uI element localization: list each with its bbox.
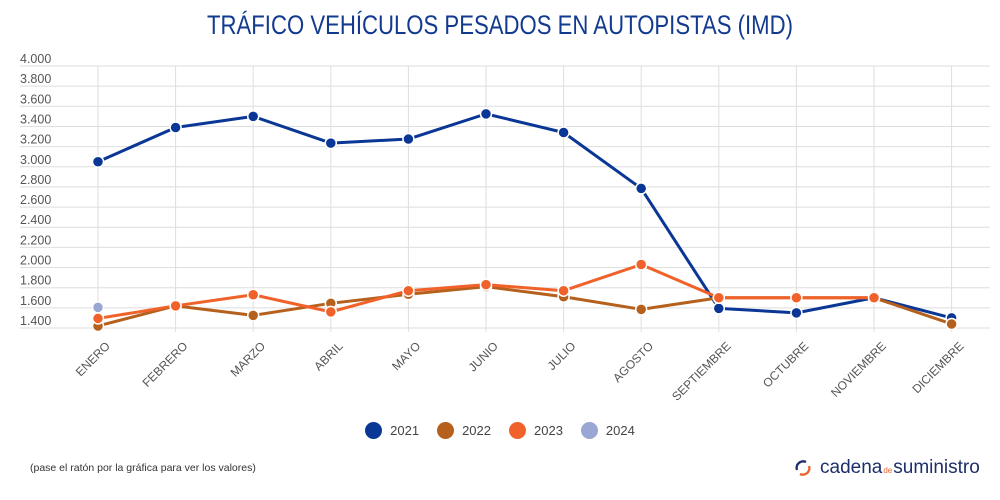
data-point-2023 [246, 288, 260, 301]
y-tick-label: 2.000 [20, 254, 51, 268]
y-tick-label: 2.400 [20, 213, 51, 227]
x-tick-label: MAYO [389, 339, 423, 373]
x-tick-label: ENERO [73, 339, 113, 379]
legend-label: 2023 [534, 423, 563, 438]
series-line-2021 [97, 112, 952, 320]
y-tick-label: 2.600 [20, 193, 51, 207]
data-point-2021 [479, 107, 493, 121]
data-point-2022 [634, 303, 648, 316]
x-tick-label: JULIO [545, 339, 579, 373]
data-point-2021 [790, 306, 803, 320]
y-tick-label: 3.600 [20, 92, 51, 106]
x-tick-label: MARZO [228, 339, 269, 380]
legend-item-2022[interactable]: 2022 [437, 422, 491, 439]
logo-text-de: de [883, 466, 893, 475]
data-point-2021 [91, 155, 105, 168]
x-tick-label: OCTUBRE [760, 339, 811, 390]
data-point-2023 [91, 312, 105, 325]
legend-label: 2021 [390, 423, 420, 438]
legend-item-2024[interactable]: 2024 [580, 422, 635, 439]
legend-dot-2024 [580, 422, 598, 439]
y-tick-label: 2.800 [20, 173, 51, 187]
logo-text-suministro: suministro [893, 457, 980, 478]
data-point-2023 [557, 284, 570, 297]
legend-label: 2024 [605, 423, 635, 438]
data-point-2024 [91, 301, 105, 314]
y-tick-label: 1.600 [20, 294, 51, 308]
y-tick-label: 3.200 [20, 133, 51, 147]
y-tick-label: 3.800 [20, 72, 51, 86]
x-tick-label: ABRIL [311, 339, 346, 374]
chart-title: TRÁFICO VEHÍCULOS PESADOS EN AUTOPISTAS … [207, 10, 793, 40]
data-point-2021 [634, 182, 648, 195]
x-tick-label: FEBRERO [140, 339, 191, 390]
data-point-2023 [867, 291, 881, 305]
data-point-2023 [790, 291, 803, 305]
data-point-2021 [402, 132, 415, 146]
y-tick-label: 3.400 [20, 112, 51, 126]
logo-text-cadena: cadena [820, 457, 883, 478]
data-point-2023 [402, 284, 415, 297]
legend-dot-2021 [365, 422, 383, 439]
data-point-2021 [324, 136, 338, 150]
y-tick-label: 3.000 [20, 153, 51, 167]
hover-hint: (pase el ratón por la gráfica para ver l… [30, 462, 256, 474]
y-tick-label: 1.400 [20, 314, 51, 328]
legend: 2021 2022 2023 2024 [0, 422, 1000, 439]
y-tick-label: 1.800 [20, 274, 51, 288]
data-point-2023 [712, 291, 726, 305]
data-point-2023 [169, 299, 182, 313]
y-tick-label: 2.200 [20, 233, 51, 247]
data-point-2021 [169, 121, 182, 134]
legend-label: 2022 [462, 423, 491, 438]
data-point-2022 [246, 309, 260, 322]
data-point-2021 [712, 302, 726, 315]
data-point-2022 [945, 317, 958, 331]
x-tick-label: JUNIO [466, 339, 501, 374]
legend-dot-2023 [509, 422, 526, 439]
data-point-2023 [479, 278, 493, 291]
x-tick-label: SEPTIEMBRE [669, 339, 734, 404]
cycle-arrows-icon [795, 460, 811, 476]
brand-logo[interactable]: cadena de suministro [794, 457, 980, 479]
x-tick-label: DICIEMBRE [909, 339, 966, 396]
data-point-2021 [246, 110, 260, 123]
line-chart: 1.400 1.600 1.800 2.000 2.200 2.400 2.600 2.800… [20, 52, 990, 404]
legend-item-2023[interactable]: 2023 [509, 422, 563, 439]
x-tick-label: NOVIEMBRE [828, 339, 889, 400]
data-point-2023 [324, 305, 338, 319]
data-point-2023 [634, 258, 648, 271]
data-point-2021 [557, 126, 570, 139]
y-tick-label: 4.000 [20, 52, 51, 66]
legend-item-2021[interactable]: 2021 [365, 422, 419, 439]
legend-dot-2022 [437, 422, 455, 439]
x-tick-label: AGOSTO [610, 339, 656, 385]
